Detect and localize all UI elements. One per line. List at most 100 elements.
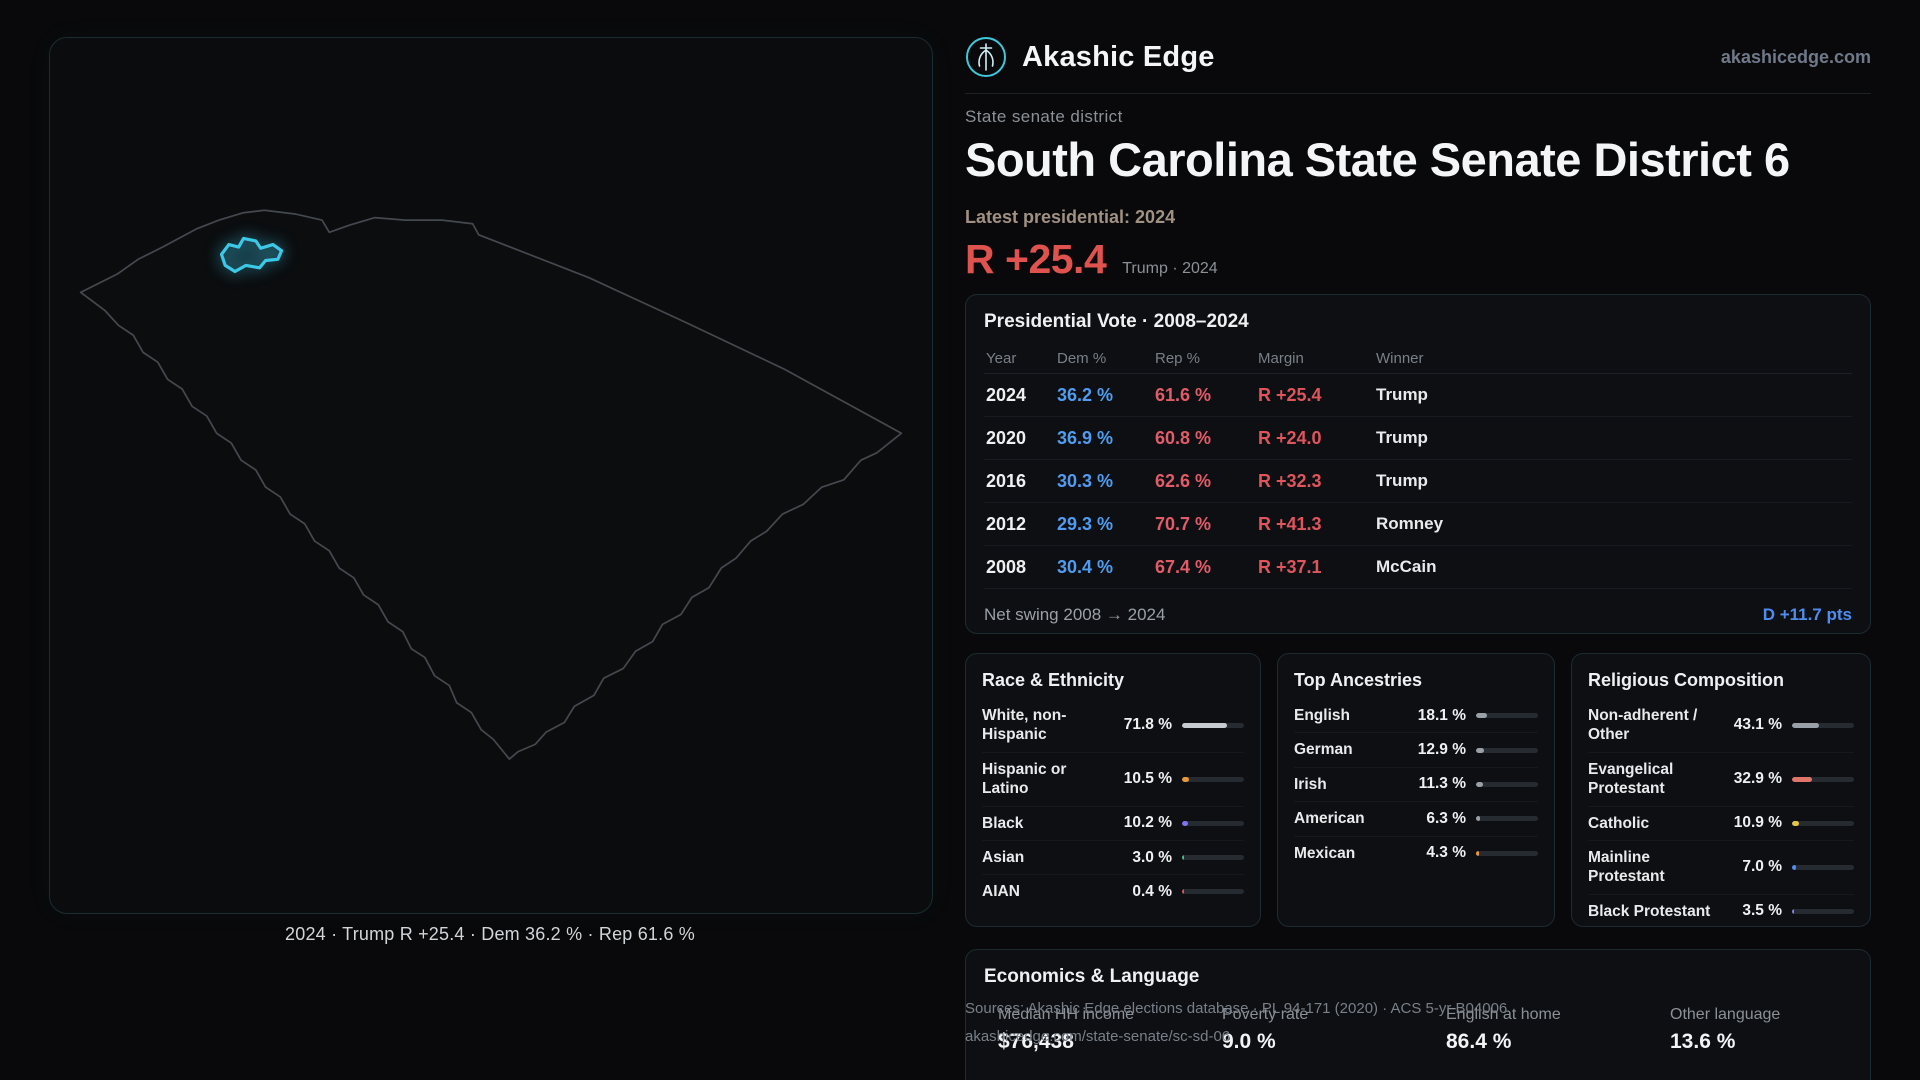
table-row: 2020 36.9 % 60.8 % R +24.0 Trump (984, 417, 1852, 460)
cell-margin: R +32.3 (1258, 470, 1322, 491)
south-carolina-outline (79, 209, 903, 760)
demo-value: 18.1 % (1417, 706, 1466, 724)
table-header-row: Year Dem % Rep % Margin Winner (984, 343, 1852, 374)
net-swing-row: Net swing 2008 → 2024 D +11.7 pts (984, 591, 1852, 625)
demo-row: Black Protestant 3.5 % (1588, 895, 1854, 928)
demo-value: 10.9 % (1733, 814, 1782, 832)
demo-label: English (1294, 707, 1350, 724)
state-map (79, 209, 903, 760)
demo-row: Catholic 10.9 % (1588, 807, 1854, 841)
cell-winner: Trump (1376, 471, 1428, 490)
col-header-winner: Winner (1376, 349, 1424, 367)
cell-rep: 62.6 % (1155, 470, 1212, 491)
demo-label: Irish (1294, 775, 1327, 793)
stat-label: Poverty rate (1222, 1006, 1309, 1023)
economics-card-title: Economics & Language (984, 966, 1200, 987)
stat-value: 13.6 % (1670, 1030, 1736, 1053)
stat-poverty-rate: Poverty rate 9.0 % (1222, 1006, 1446, 1054)
district-map-panel (49, 37, 933, 914)
demo-label: White, non-Hispanic (982, 707, 1067, 744)
brand-domain-link[interactable]: akashicedge.com (1720, 46, 1871, 67)
demo-label: Black (982, 814, 1024, 832)
cell-winner: Romney (1376, 514, 1444, 533)
brand-logo-icon (966, 37, 1006, 77)
demo-bar (1182, 776, 1244, 782)
header-divider (965, 93, 1871, 94)
senate-district-6-shape[interactable] (219, 236, 284, 274)
demo-bar (1792, 864, 1854, 870)
cell-margin: R +24.0 (1258, 427, 1322, 448)
cell-rep: 61.6 % (1155, 384, 1212, 405)
cell-year: 2012 (986, 513, 1027, 534)
demo-row: AIAN 0.4 % (982, 875, 1244, 908)
demo-row: Mexican 4.3 % (1294, 837, 1538, 870)
stat-value: $76,438 (998, 1030, 1074, 1053)
kicker-label: State senate district (965, 107, 1123, 126)
demo-value: 12.9 % (1417, 741, 1466, 759)
demo-value: 10.5 % (1123, 770, 1172, 788)
demo-bar (1476, 747, 1538, 753)
table-row: 2024 36.2 % 61.6 % R +25.4 Trump (984, 374, 1852, 417)
cell-dem: 30.4 % (1057, 556, 1114, 577)
demo-value: 7.0 % (1742, 858, 1782, 876)
cell-winner: McCain (1376, 557, 1437, 576)
demo-label: German (1294, 741, 1353, 759)
race-card-title: Race & Ethnicity (982, 670, 1125, 690)
cell-rep: 67.4 % (1155, 556, 1212, 577)
cell-dem: 36.9 % (1057, 427, 1114, 448)
demo-label: Hispanic or Latino (982, 760, 1067, 798)
cell-year: 2008 (986, 556, 1027, 577)
col-header-year: Year (986, 349, 1017, 367)
demo-row: English 18.1 % (1294, 699, 1538, 734)
table-row: 2012 29.3 % 70.7 % R +41.3 Romney (984, 503, 1852, 546)
religion-card: Religious Composition Non-adherent / Oth… (1571, 653, 1871, 927)
demo-label: Asian (982, 848, 1025, 866)
cell-dem: 30.3 % (1057, 470, 1114, 491)
net-swing-value: D +11.7 pts (1762, 605, 1852, 624)
permalink[interactable]: akashicedge.com/state-senate/sc-sd-06 (965, 1028, 1231, 1045)
economics-stats: Median HH income $76,438 Poverty rate 9.… (984, 1006, 1852, 1054)
demo-bar (1476, 850, 1538, 856)
cell-winner: Trump (1376, 428, 1428, 447)
sources-footer: Sources: Akashic Edge elections database… (965, 1000, 1507, 1056)
demo-bar (1182, 820, 1244, 826)
demo-row: Asian 3.0 % (982, 841, 1244, 876)
demo-value: 3.5 % (1742, 902, 1782, 920)
cell-rep: 70.7 % (1155, 513, 1212, 534)
table-row: 2016 30.3 % 62.6 % R +32.3 Trump (984, 460, 1852, 503)
demographics-row: Race & Ethnicity White, non-Hispanic 71.… (965, 653, 1871, 927)
cell-winner: Trump (1376, 385, 1428, 404)
stat-english-at-home: English at home 86.4 % (1446, 1006, 1670, 1054)
demo-bar (1792, 722, 1854, 728)
brand-name: Akashic Edge (1022, 40, 1215, 73)
demo-label: Catholic (1588, 814, 1650, 832)
demo-value: 11.3 % (1418, 775, 1466, 793)
net-swing-label: Net swing 2008 → 2024 (984, 605, 1166, 624)
col-header-dem: Dem % (1057, 349, 1107, 367)
demo-bar (1182, 722, 1244, 728)
map-caption: 2024 · Trump R +25.4 · Dem 36.2 % · Rep … (285, 924, 695, 944)
demo-row: Irish 11.3 % (1294, 768, 1538, 803)
demo-label: Black Protestant (1588, 902, 1711, 920)
demo-row: Mainline Protestant 7.0 % (1588, 841, 1854, 895)
headline-margin-value: R +25.4 (965, 236, 1107, 282)
cell-rep: 60.8 % (1155, 427, 1212, 448)
demo-value: 0.4 % (1132, 882, 1172, 900)
col-header-margin: Margin (1258, 349, 1304, 367)
demo-value: 32.9 % (1733, 770, 1782, 788)
page-title: South Carolina State Senate District 6 (965, 133, 1790, 186)
cell-margin: R +25.4 (1258, 384, 1322, 405)
race-ethnicity-card: Race & Ethnicity White, non-Hispanic 71.… (965, 653, 1261, 927)
religion-card-title: Religious Composition (1588, 670, 1784, 690)
demo-value: 3.0 % (1132, 848, 1172, 866)
presidential-vote-card: Presidential Vote · 2008–2024 Year Dem %… (965, 294, 1871, 634)
presidential-card-title: Presidential Vote · 2008–2024 (984, 311, 1249, 332)
demo-value: 10.2 % (1123, 814, 1172, 832)
demo-bar (1182, 889, 1244, 895)
demo-bar (1792, 820, 1854, 826)
demo-row: German 12.9 % (1294, 733, 1538, 768)
demo-label: Mainline Protestant (1588, 848, 1665, 886)
demo-bar (1792, 908, 1854, 914)
sources-line: Sources: Akashic Edge elections database… (965, 1000, 1508, 1017)
